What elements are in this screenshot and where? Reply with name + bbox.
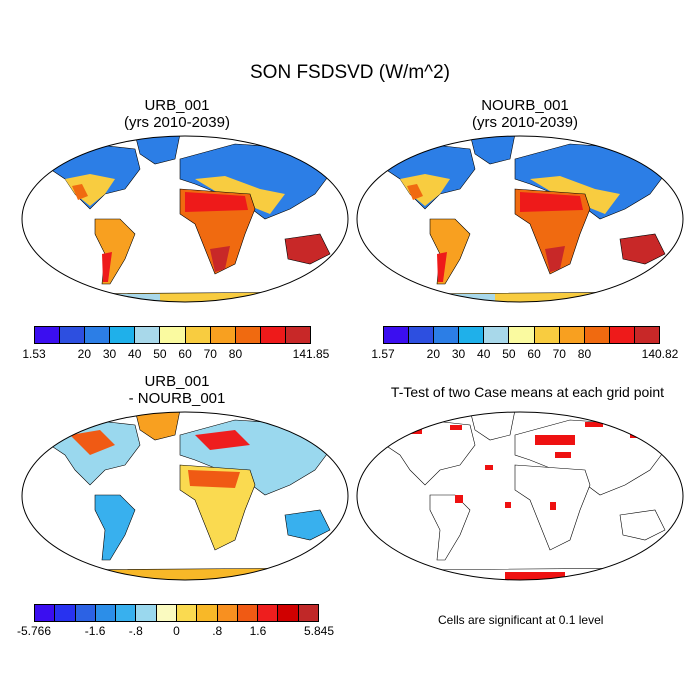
diff-swatch-8 — [197, 605, 218, 621]
urb-swatch-3 — [110, 327, 136, 343]
urb-swatch-6 — [185, 327, 211, 343]
nourb-swatch-9 — [609, 327, 635, 343]
nourb-tick-label-1: 20 — [426, 347, 441, 361]
diff-swatch-7 — [176, 605, 198, 621]
map-difference-land — [49, 412, 331, 580]
nourb-swatch-6 — [534, 327, 560, 343]
panel4-title-line1: T-Test of two Case means at each grid po… — [390, 384, 665, 400]
map-ttest-land — [384, 412, 666, 580]
diff-tick-label-2: -.8 — [128, 624, 143, 638]
diff-swatch-1 — [55, 605, 76, 621]
nourb-tick-label-7: 80 — [577, 347, 592, 361]
diff-swatch-4 — [116, 605, 137, 621]
nourb-tick-label-2: 30 — [451, 347, 466, 361]
nourb-swatch-5 — [509, 327, 535, 343]
diff-tick-label-5: 1.6 — [249, 624, 267, 638]
urb-swatch-9 — [260, 327, 286, 343]
diff-swatch-2 — [75, 605, 96, 621]
urb-swatch-10 — [285, 327, 311, 343]
urb-swatch-8 — [235, 327, 261, 343]
urb-tick-label-4: 50 — [153, 347, 167, 361]
nourb-swatch-2 — [434, 327, 460, 343]
diff-swatch-6 — [156, 605, 177, 621]
diff-swatch-12 — [278, 605, 299, 621]
panel1-title: URB_001 (yrs 2010-2039) — [32, 97, 322, 131]
urb-swatch-7 — [210, 327, 236, 343]
colorbar-urb — [34, 326, 311, 344]
nourb-tick-label-0: 1.57 — [371, 347, 395, 361]
panel1-title-line1: URB_001 — [144, 97, 210, 114]
nourb-swatch-10 — [634, 327, 660, 343]
diff-tick-label-1: -1.6 — [84, 624, 106, 638]
diff-swatch-9 — [217, 605, 238, 621]
nourb-swatch-4 — [484, 327, 510, 343]
significance-note: Cells are significant at 0.1 level — [438, 613, 604, 627]
urb-tick-label-0: 1.53 — [22, 347, 46, 361]
urb-tick-label-5: 60 — [178, 347, 192, 361]
diff-tick-label-4: .8 — [212, 624, 223, 638]
nourb-tick-label-3: 40 — [477, 347, 491, 361]
colorbar-nourb — [383, 326, 660, 344]
map-nourb-land — [384, 136, 666, 302]
nourb-swatch-8 — [584, 327, 610, 343]
diff-tick-label-6: 5.845 — [303, 624, 335, 638]
nourb-tick-label-5: 60 — [527, 347, 541, 361]
diff-swatch-10 — [237, 605, 259, 621]
nourb-swatch-3 — [459, 327, 485, 343]
map-nourb — [356, 135, 684, 303]
urb-swatch-1 — [60, 327, 86, 343]
nourb-tick-label-4: 50 — [502, 347, 516, 361]
diff-swatch-13 — [298, 605, 318, 621]
map-urb — [21, 135, 349, 303]
map-urb-land — [49, 136, 331, 302]
map-difference — [21, 411, 349, 581]
urb-tick-label-6: 70 — [203, 347, 217, 361]
panel2-title-line2: (yrs 2010-2039) — [472, 114, 578, 131]
diff-swatch-5 — [136, 605, 157, 621]
panel3-title-line2: - NOURB_001 — [128, 390, 226, 407]
urb-swatch-5 — [160, 327, 186, 343]
urb-tick-label-3: 40 — [128, 347, 142, 361]
urb-swatch-0 — [35, 327, 61, 343]
nourb-tick-label-8: 140.82 — [641, 347, 679, 361]
nourb-tick-label-6: 70 — [552, 347, 566, 361]
diff-swatch-11 — [258, 605, 279, 621]
panel3-title-line1: URB_001 — [144, 373, 210, 390]
nourb-swatch-7 — [559, 327, 585, 343]
panel2-title: NOURB_001 (yrs 2010-2039) — [380, 97, 670, 131]
panel4-title: T-Test of two Case means at each grid po… — [355, 384, 700, 401]
map-ttest — [356, 411, 684, 581]
panel3-title: URB_001 - NOURB_001 — [32, 373, 322, 407]
nourb-swatch-0 — [384, 327, 410, 343]
urb-swatch-2 — [85, 327, 111, 343]
urb-swatch-4 — [135, 327, 161, 343]
diff-tick-label-3: 0 — [173, 624, 180, 638]
diff-swatch-0 — [35, 605, 56, 621]
diff-swatch-3 — [95, 605, 117, 621]
colorbar-difference — [34, 604, 319, 622]
urb-tick-label-1: 20 — [77, 347, 92, 361]
urb-tick-label-8: 141.85 — [292, 347, 330, 361]
urb-tick-label-7: 80 — [228, 347, 243, 361]
panel2-title-line1: NOURB_001 — [481, 97, 569, 114]
figure-title: SON FSDSVD (W/m^2) — [250, 62, 450, 83]
urb-tick-label-2: 30 — [102, 347, 117, 361]
nourb-swatch-1 — [409, 327, 435, 343]
panel1-title-line2: (yrs 2010-2039) — [124, 114, 230, 131]
diff-tick-label-0: -5.766 — [16, 624, 52, 638]
